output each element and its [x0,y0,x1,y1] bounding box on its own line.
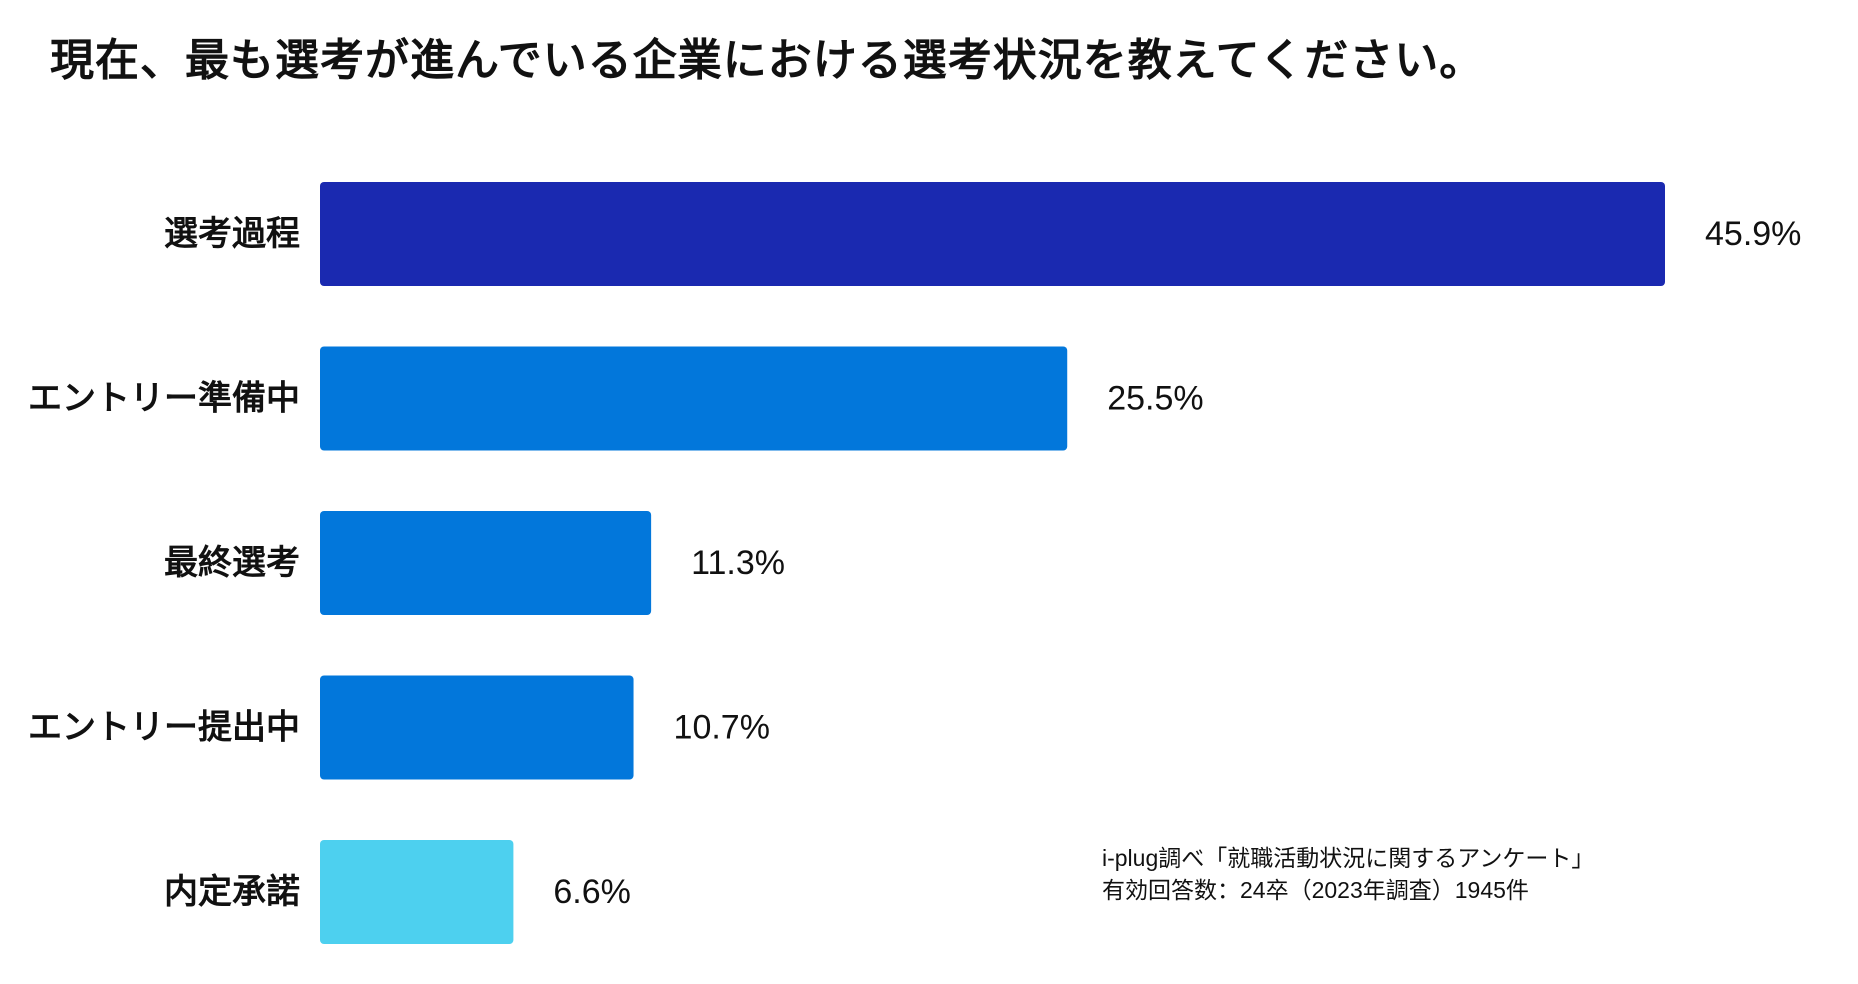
value-label-4: 6.6% [553,873,631,911]
category-label-3: エントリー提出中 [28,708,300,748]
bar-3 [320,675,634,780]
value-label-1: 25.5% [1107,380,1203,418]
bar-2 [320,511,652,615]
category-label-4: 内定承諾 [164,872,300,912]
bar-4 [320,840,514,944]
value-label-2: 11.3% [691,544,785,582]
value-label-3: 10.7% [674,709,770,747]
chart-title: 現在、最も選考が進んでいる企業における選考状況を教えてください。 [50,35,1485,86]
source-note: i-plug調べ「就職活動状況に関するアンケート」 有効回答数：24卒（2023… [1102,842,1594,906]
bar-1 [320,346,1068,451]
category-label-2: 最終選考 [164,543,300,583]
responses-text: 有効回答数：24卒（2023年調査）1945件 [1102,877,1529,903]
value-label-0: 45.9% [1705,215,1801,253]
bar-0 [320,182,1665,286]
source-text: i-plug調べ「就職活動状況に関するアンケート」 [1102,845,1595,871]
category-label-0: 選考過程 [164,214,300,254]
category-label-1: エントリー準備中 [28,379,300,419]
